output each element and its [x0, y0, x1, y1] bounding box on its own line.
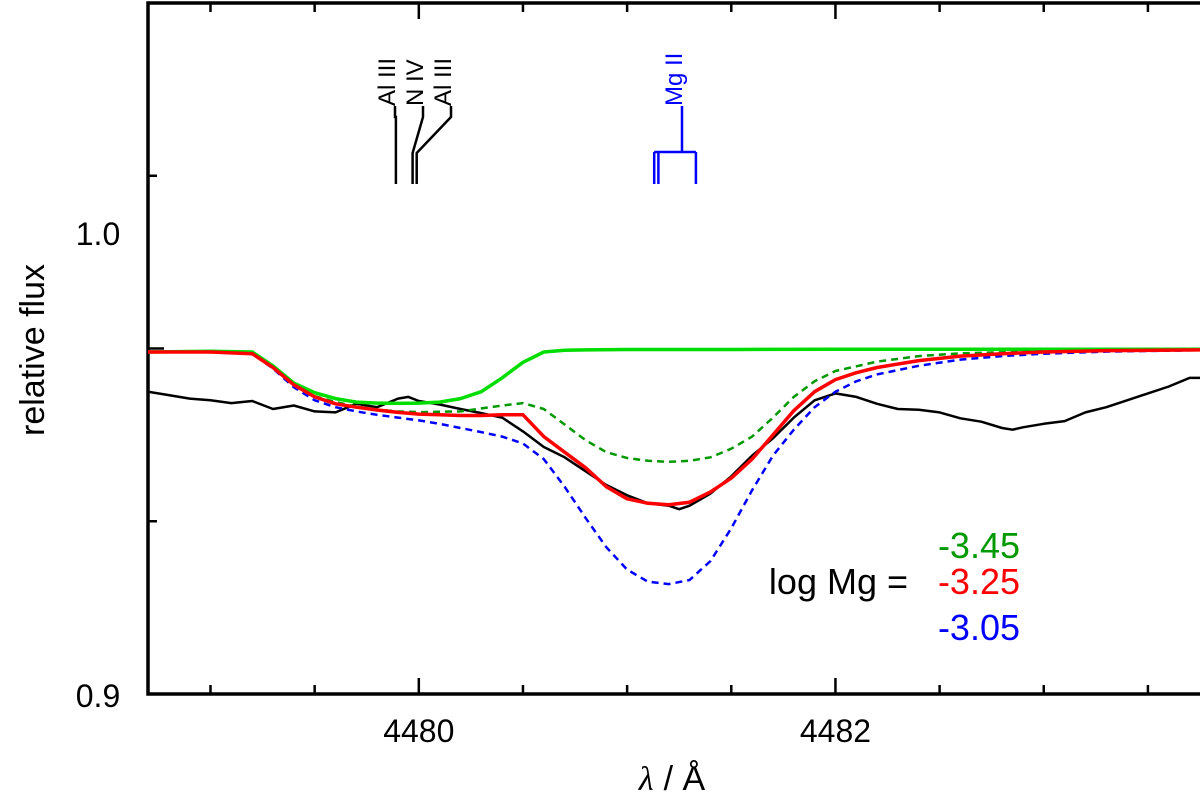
series-mg-325: [148, 348, 1200, 507]
x-tick-label-1: 4482: [800, 713, 871, 749]
legend: -3.45 log Mg = -3.25 -3.05: [769, 525, 1020, 648]
x-tick-label-0: 4480: [383, 713, 454, 749]
y-tick-label-1: 1.0: [76, 216, 120, 252]
series-observed: [148, 376, 1200, 511]
legend-value-345: -3.45: [938, 525, 1020, 566]
n-iv-label: N IV: [402, 59, 429, 106]
legend-value-325: -3.25: [938, 561, 1020, 602]
series-mg-305: [148, 348, 1200, 586]
x-axis-label: λ / Å: [638, 760, 706, 798]
axis-ticks: [148, 3, 1150, 696]
al-iii-marker-2: [415, 106, 453, 184]
mg-ii-label: Mg II: [661, 53, 688, 106]
y-axis-label: relative flux: [14, 264, 52, 436]
line-identifications: Al III N IV Al III Mg II: [374, 53, 698, 184]
y-tick-label-0: 0.9: [76, 678, 120, 714]
al-iii-label-1: Al III: [374, 58, 401, 106]
series-group: [148, 347, 1200, 586]
al-iii-marker-1: [393, 106, 398, 184]
legend-prefix: log Mg =: [769, 561, 908, 602]
mg-ii-marker: [652, 106, 698, 184]
n-iv-marker: [411, 106, 425, 184]
al-iii-label-2: Al III: [430, 58, 457, 106]
x-axis-unit: / Å: [664, 760, 706, 798]
series-mg-345: [148, 348, 1200, 464]
x-axis-symbol: λ: [638, 761, 654, 798]
legend-value-305: -3.05: [938, 607, 1020, 648]
